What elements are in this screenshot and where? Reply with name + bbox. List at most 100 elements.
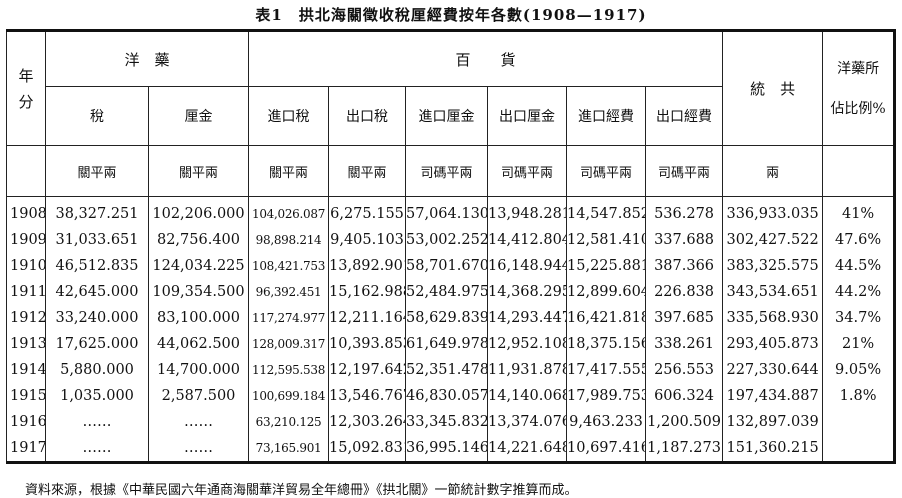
subheader: 厘金 — [147, 86, 250, 146]
table-row: 1914 5,880.000 14,700.000 112,595.538 12,197… — [6, 357, 896, 383]
unit-cell: 兩 — [722, 145, 824, 197]
value-cell: 83,100.000 — [147, 305, 250, 331]
value-cell: 15,225.881 — [566, 253, 647, 279]
value-cell: 335,568.930 — [722, 305, 824, 331]
year-cell: 1909 — [6, 227, 46, 253]
value-cell: 31,033.651 — [45, 227, 149, 253]
value-cell: 124,034.225 — [147, 253, 250, 279]
table-row: 1912 33,240.000 83,100.000 117,274.977 12,21… — [6, 305, 896, 331]
value-cell: 13,892.901 — [328, 253, 407, 279]
value-cell: 96,392.451 — [248, 279, 330, 305]
unit-cell: 司碼平兩 — [566, 145, 647, 197]
value-cell: 52,351.478 — [405, 357, 489, 383]
value-cell: 343,534.651 — [722, 279, 824, 305]
unit-cell — [822, 145, 896, 197]
value-cell: 10,393.853 — [328, 331, 407, 357]
value-cell: 9,405.103 — [328, 227, 407, 253]
value-cell: 58,629.839 — [405, 305, 489, 331]
value-cell: 5,880.000 — [45, 357, 149, 383]
value-cell: 13,374.076 — [487, 409, 568, 435]
subheader: 稅 — [45, 86, 149, 146]
year-cell: 1908 — [6, 196, 46, 227]
value-cell: 226.838 — [645, 279, 724, 305]
value-cell — [822, 435, 896, 463]
value-cell: 151,360.215 — [722, 435, 824, 463]
value-cell: 13,546.767 — [328, 383, 407, 409]
value-cell: 44.5% — [822, 253, 896, 279]
value-cell: 41% — [822, 196, 896, 227]
value-cell: 109,354.500 — [147, 279, 250, 305]
year-cell: 1911 — [6, 279, 46, 305]
unit-cell: 司碼平兩 — [405, 145, 489, 197]
value-cell: 53,002.252 — [405, 227, 489, 253]
value-cell: 383,325.575 — [722, 253, 824, 279]
value-cell: 112,595.538 — [248, 357, 330, 383]
unit-cell: 關平兩 — [45, 145, 149, 197]
value-cell: 13,948.281 — [487, 196, 568, 227]
value-cell: 14,412.804 — [487, 227, 568, 253]
year-cell: 1910 — [6, 253, 46, 279]
value-cell: 12,303.264 — [328, 409, 407, 435]
value-cell: 606.324 — [645, 383, 724, 409]
value-cell: 104,026.087 — [248, 196, 330, 227]
header-year: 年 分 — [6, 30, 46, 146]
value-cell: 15,092.831 — [328, 435, 407, 463]
value-cell: 1,035.000 — [45, 383, 149, 409]
value-cell: 397.685 — [645, 305, 724, 331]
value-cell: 46,830.057 — [405, 383, 489, 409]
value-cell: 197,434.887 — [722, 383, 824, 409]
value-cell: 16,148.944 — [487, 253, 568, 279]
value-cell: 1.8% — [822, 383, 896, 409]
value-cell: 338.261 — [645, 331, 724, 357]
table-row: 1915 1,035.000 2,587.500 100,699.184 13,546.… — [6, 383, 896, 409]
value-cell: 10,697.416 — [566, 435, 647, 463]
value-cell: 9,463.233 — [566, 409, 647, 435]
value-cell: …… — [45, 409, 149, 435]
year-cell: 1917 — [6, 435, 46, 463]
customs-revenue-table: 年 分 洋 藥 百 貨 統 共 洋藥所 佔比例% 稅厘金 進口稅 出口稅 進口厘金 出口… — [6, 29, 897, 464]
value-cell: 38,327.251 — [45, 196, 149, 227]
value-cell: 52,484.975 — [405, 279, 489, 305]
unit-cell: 關平兩 — [147, 145, 250, 197]
value-cell: 11,931.878 — [487, 357, 568, 383]
header-opium: 洋 藥 — [44, 30, 250, 87]
value-cell: 12,197.642 — [328, 357, 407, 383]
value-cell: 9.05% — [822, 357, 896, 383]
value-cell: 14,547.852 — [566, 196, 647, 227]
value-cell: 337.688 — [645, 227, 724, 253]
value-cell: 227,330.644 — [722, 357, 824, 383]
value-cell: 82,756.400 — [147, 227, 250, 253]
table-row: 1913 17,625.000 44,062.500 128,009.317 10,39… — [6, 331, 896, 357]
value-cell: 102,206.000 — [147, 196, 250, 227]
unit-cell: 司碼平兩 — [645, 145, 724, 197]
subheader: 出口經費 — [645, 86, 724, 146]
value-cell: 256.553 — [645, 357, 724, 383]
value-cell: 14,140.068 — [487, 383, 568, 409]
value-cell: 12,899.604 — [566, 279, 647, 305]
value-cell: 14,700.000 — [147, 357, 250, 383]
value-cell: 14,293.447 — [487, 305, 568, 331]
subheader: 進口厘金 — [405, 86, 489, 146]
unit-year — [6, 145, 46, 197]
value-cell: 387.366 — [645, 253, 724, 279]
value-cell: 21% — [822, 331, 896, 357]
value-cell: 63,210.125 — [248, 409, 330, 435]
value-cell: 6,275.155 — [328, 196, 407, 227]
value-cell: 293,405.873 — [722, 331, 824, 357]
value-cell: 132,897.039 — [722, 409, 824, 435]
value-cell: 17,417.555 — [566, 357, 647, 383]
value-cell: 17,625.000 — [45, 331, 149, 357]
subheader: 出口厘金 — [487, 86, 568, 146]
value-cell: 108,421.753 — [248, 253, 330, 279]
subheader: 進口經費 — [566, 86, 647, 146]
header-total: 統 共 — [722, 30, 824, 146]
value-cell: 1,200.509 — [645, 409, 724, 435]
subheader: 進口稅 — [248, 86, 330, 146]
value-cell — [822, 409, 896, 435]
value-cell: 58,701.670 — [405, 253, 489, 279]
table-row: 1917………… 73,165.901 15,092.831 36,995.146 14… — [6, 435, 896, 463]
value-cell: 536.278 — [645, 196, 724, 227]
value-cell: 44,062.500 — [147, 331, 250, 357]
value-cell: 12,952.108 — [487, 331, 568, 357]
value-cell: 42,645.000 — [45, 279, 149, 305]
